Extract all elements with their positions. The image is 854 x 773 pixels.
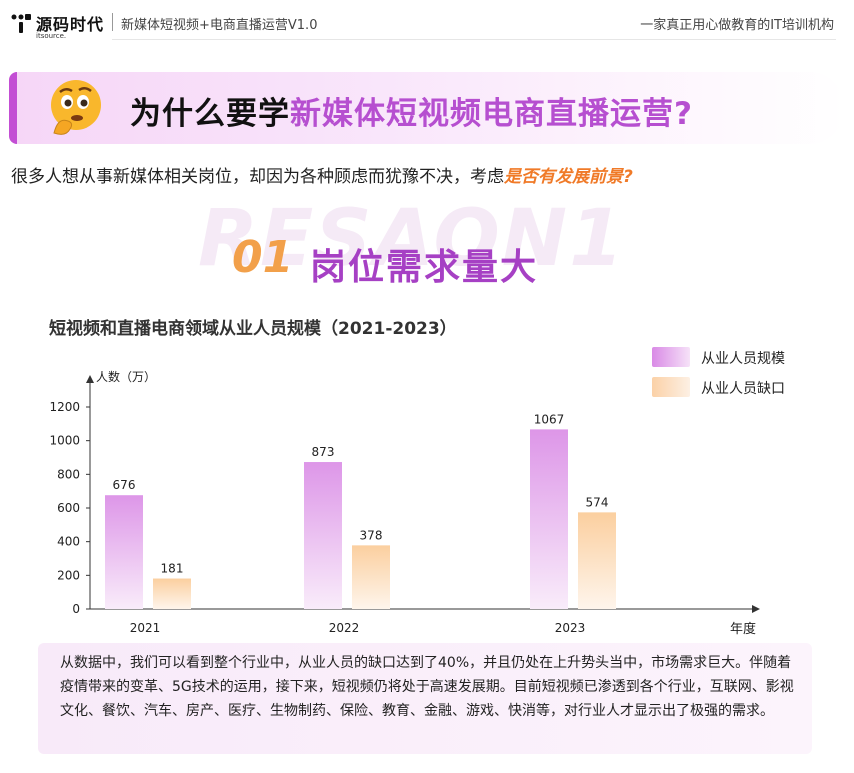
logo-mark-icon [11,14,31,33]
x-tick-label: 2023 [555,621,586,635]
legend-label-series1: 从业人员规模 [701,351,785,367]
legend-label-series2: 从业人员缺口 [701,381,785,397]
y-axis-label: 人数（万） [96,369,156,384]
page-header: 源码时代 itsource. 新媒体短视频+电商直播运营V1.0 一家真正用心做… [0,0,854,42]
y-tick-label: 600 [57,501,80,515]
header-rule [112,39,836,40]
title-banner [9,72,845,144]
bar-series1 [530,429,568,609]
bar-series2 [153,578,191,609]
summary-box: 从数据中，我们可以看到整个行业中，从业人员的缺口达到了40%，并且仍处在上升势头… [38,643,812,754]
logo-subtext: itsource. [36,32,67,40]
data-label-series2: 378 [360,528,383,542]
y-tick-label: 1000 [49,434,80,448]
summary-text: 从数据中，我们可以看到整个行业中，从业人员的缺口达到了40%，并且仍处在上升势头… [60,655,794,719]
banner-title-part1: 为什么要学 [130,96,290,132]
x-axis-arrow [752,605,760,613]
data-label-series1: 873 [312,445,335,459]
thinking-face-icon [51,80,101,135]
x-axis-label: 年度 [730,621,756,637]
bar-chart: 人数（万） 年度 0 200 400 600 800 1000 1200 2021 676 181 20… [49,369,760,637]
section-number: 01 [232,232,294,283]
intro-highlight: 是否有发展前景? [504,167,633,187]
bar-series2 [578,512,616,609]
bar-series1 [105,495,143,609]
intro-text: 很多人想从事新媒体相关岗位，却因为各种顾虑而犹豫不决，考虑 [11,167,504,187]
header-divider [112,13,113,31]
x-tick-label: 2022 [329,621,360,635]
y-tick-label: 1200 [49,400,80,414]
data-label-series2: 181 [161,562,184,576]
y-tick-label: 800 [57,467,80,481]
y-tick-label: 200 [57,568,80,582]
bar-series2 [352,545,390,609]
banner-title: 为什么要学新媒体短视频电商直播运营? [130,88,693,133]
banner-title-part2: 新媒体短视频电商直播运营? [290,96,693,132]
header-slogan: 一家真正用心做教育的IT培训机构 [640,18,834,33]
data-label-series2: 574 [586,495,609,509]
section-title: 岗位需求量大 [310,247,539,288]
y-tick-label: 400 [57,535,80,549]
x-tick-label: 2021 [130,621,161,635]
course-title: 新媒体短视频+电商直播运营V1.0 [121,18,318,33]
banner-accent-bar [9,72,17,144]
legend-swatch-series2 [652,377,690,397]
logo: 源码时代 itsource. [10,10,110,40]
data-label-series1: 676 [113,478,136,492]
y-tick-label: 0 [72,602,80,616]
legend-swatch-series1 [652,347,690,367]
section-watermark: RESAON1 [198,194,626,284]
logo-text: 源码时代 [36,15,105,34]
y-axis-arrow [86,375,94,383]
data-label-series1: 1067 [534,412,565,426]
chart-title: 短视频和直播电商领域从业人员规模（2021-2023） [49,319,457,339]
bar-series1 [304,462,342,609]
intro-line: 很多人想从事新媒体相关岗位，却因为各种顾虑而犹豫不决，考虑是否有发展前景? [11,162,633,187]
